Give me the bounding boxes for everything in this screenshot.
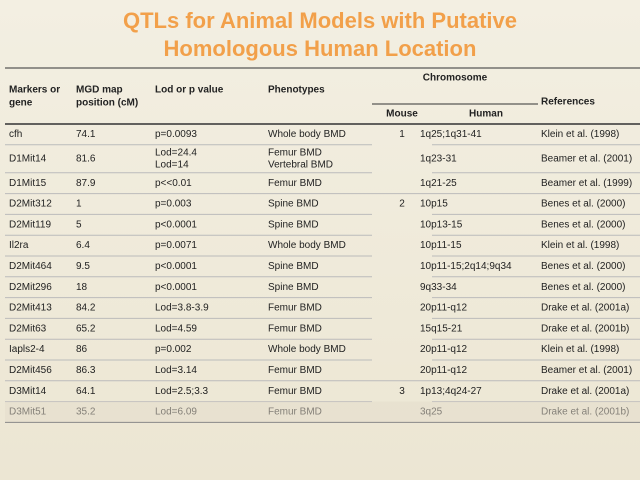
cell-marker: Iapls2-4 — [9, 344, 45, 355]
last-row-band — [5, 401, 640, 423]
header: References — [541, 97, 595, 108]
cell-reference: Klein et al. (1998) — [541, 129, 619, 140]
cell-lod: Lod=24.4 — [155, 147, 197, 158]
cell-marker: D1Mit15 — [9, 178, 47, 189]
header: gene — [9, 98, 33, 109]
cell-phenotype: Femur BMD — [268, 147, 322, 158]
cell-position: 86.3 — [76, 365, 96, 376]
cell-reference: Benes et al. (2000) — [541, 261, 626, 272]
cell-human: 10p11-15;2q14;9q34 — [420, 261, 512, 272]
cell-human: 20p11-q12 — [420, 303, 468, 314]
cell-position: 74.1 — [76, 129, 96, 140]
cell-mouse: 1 — [399, 129, 405, 140]
cell-phenotype: Whole body BMD — [268, 129, 346, 140]
cell-lod: p<<0.01 — [155, 178, 192, 189]
cell-marker: D1Mit14 — [9, 153, 47, 164]
cell-phenotype: Spine BMD — [268, 199, 319, 210]
title-line: QTLs for Animal Models with Putative — [123, 8, 517, 33]
header: Chromosome — [423, 73, 488, 84]
cell-marker: Il2ra — [9, 240, 29, 251]
cell-human: 20p11-q12 — [420, 344, 468, 355]
cell-marker: D2Mit413 — [9, 303, 52, 314]
cell-human: 9q33-34 — [420, 282, 457, 293]
cell-marker: D2Mit464 — [9, 261, 52, 272]
header: Phenotypes — [268, 85, 325, 96]
cell-mouse: 3 — [399, 386, 405, 397]
header: Human — [469, 109, 503, 120]
cell-reference: Klein et al. (1998) — [541, 344, 619, 355]
cell-position: 86 — [76, 344, 88, 355]
header: MGD map — [76, 85, 123, 96]
header: Markers or — [9, 85, 60, 96]
cell-reference: Benes et al. (2000) — [541, 282, 626, 293]
cell-reference: Drake et al. (2001a) — [541, 386, 629, 397]
header: Lod or p value — [155, 85, 224, 96]
cell-position: 9.5 — [76, 261, 90, 272]
cell-position: 64.1 — [76, 386, 96, 397]
cell-reference: Drake et al. (2001a) — [541, 303, 629, 314]
cell-reference: Beamer et al. (1999) — [541, 178, 632, 189]
title-line: Homologous Human Location — [164, 36, 477, 61]
cell-marker: cfh — [9, 129, 22, 140]
cell-human: 20p11-q12 — [420, 365, 468, 376]
cell-lod: Lod=2.5;3.3 — [155, 386, 209, 397]
cell-position: 5 — [76, 219, 82, 230]
cell-reference: Drake et al. (2001b) — [541, 323, 629, 334]
cell-reference: Klein et al. (1998) — [541, 240, 619, 251]
cell-mouse: 2 — [399, 199, 405, 210]
cell-lod: p<0.0001 — [155, 219, 197, 230]
cell-reference: Benes et al. (2000) — [541, 199, 626, 210]
cell-marker: D2Mit456 — [9, 365, 52, 376]
cell-position: 81.6 — [76, 153, 96, 164]
cell-marker: D2Mit296 — [9, 282, 52, 293]
cell-lod: p=0.0071 — [155, 240, 197, 251]
cell-position: 84.2 — [76, 303, 96, 314]
cell-marker: D3Mit14 — [9, 386, 47, 397]
cell-human: 10p13-15 — [420, 219, 463, 230]
cell-position: 87.9 — [76, 178, 96, 189]
cell-marker: D2Mit312 — [9, 199, 52, 210]
cell-human: 15q15-21 — [420, 323, 463, 334]
header: position (cM) — [76, 98, 138, 109]
cell-lod: Lod=3.14 — [155, 365, 197, 376]
cell-lod: p=0.003 — [155, 199, 192, 210]
cell-position: 65.2 — [76, 323, 96, 334]
cell-phenotype: Whole body BMD — [268, 240, 346, 251]
cell-position: 18 — [76, 282, 88, 293]
cell-marker: D2Mit63 — [9, 323, 47, 334]
cell-phenotype: Whole body BMD — [268, 344, 346, 355]
cell-phenotype: Femur BMD — [268, 386, 322, 397]
cell-phenotype: Femur BMD — [268, 365, 322, 376]
cell-human: 1q21-25 — [420, 178, 457, 189]
cell-position: 1 — [76, 199, 82, 210]
cell-reference: Beamer et al. (2001) — [541, 153, 632, 164]
cell-lod: Lod=3.8-3.9 — [155, 303, 209, 314]
cell-lod: p=0.002 — [155, 344, 192, 355]
cell-phenotype: Spine BMD — [268, 261, 319, 272]
header: Mouse — [386, 109, 418, 120]
cell-phenotype: Femur BMD — [268, 323, 322, 334]
cell-phenotype: Spine BMD — [268, 282, 319, 293]
cell-lod: p<0.0001 — [155, 282, 197, 293]
cell-human: 1q25;1q31-41 — [420, 129, 482, 140]
cell-human: 10p11-15 — [420, 240, 462, 251]
cell-position: 6.4 — [76, 240, 90, 251]
cell-lod: Lod=14 — [155, 159, 189, 170]
cell-phenotype: Spine BMD — [268, 219, 319, 230]
cell-human: 10p15 — [420, 199, 448, 210]
cell-human: 1q23-31 — [420, 153, 457, 164]
cell-reference: Benes et al. (2000) — [541, 219, 626, 230]
cell-lod: p=0.0093 — [155, 129, 197, 140]
cell-human: 1p13;4q24-27 — [420, 386, 482, 397]
cell-phenotype: Vertebral BMD — [268, 159, 333, 170]
cell-lod: p<0.0001 — [155, 261, 197, 272]
cell-phenotype: Femur BMD — [268, 178, 322, 189]
cell-reference: Beamer et al. (2001) — [541, 365, 632, 376]
cell-phenotype: Femur BMD — [268, 303, 322, 314]
cell-marker: D2Mit119 — [9, 219, 51, 230]
cell-lod: Lod=4.59 — [155, 323, 197, 334]
